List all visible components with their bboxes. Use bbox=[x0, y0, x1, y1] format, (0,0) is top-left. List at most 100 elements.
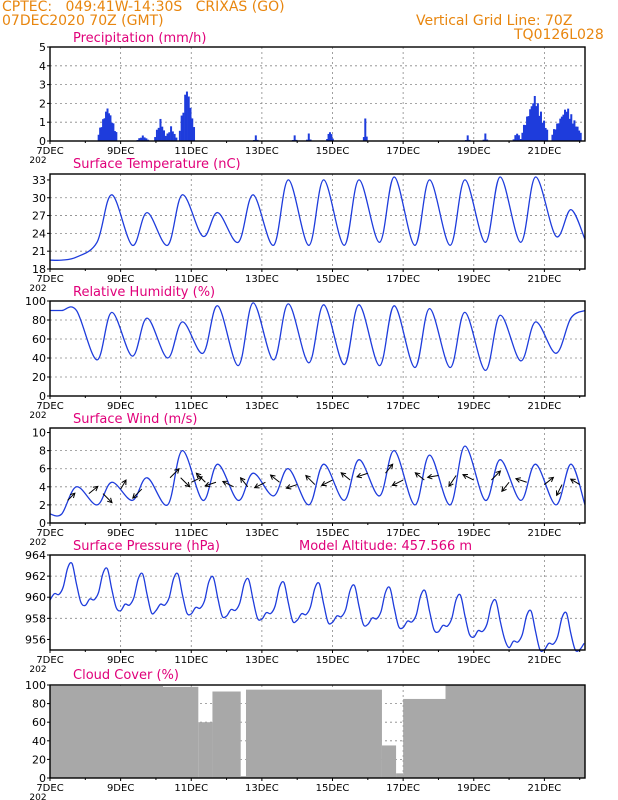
wind-arrow-head bbox=[569, 478, 576, 484]
wind-arrow bbox=[132, 488, 143, 499]
x-tick-label: 21DEC bbox=[528, 783, 562, 794]
y-tick-label: 0 bbox=[39, 135, 46, 148]
plot-frame bbox=[49, 173, 586, 270]
wind-arrow-head bbox=[495, 470, 502, 476]
wind-arrow-head bbox=[448, 481, 454, 488]
precip-bar bbox=[107, 113, 110, 141]
wind-arrow bbox=[415, 472, 425, 481]
y-tick-label: 18 bbox=[32, 263, 46, 276]
precip-bar bbox=[307, 133, 310, 141]
y-tick-label: 20 bbox=[32, 371, 46, 384]
panel-2: 18 21 24 27 30 33 7DEC 9DEC 11DEC 13DEC 15DEC 17DEC… bbox=[29, 157, 586, 294]
wind-arrow-head bbox=[197, 476, 203, 482]
wind-arrow bbox=[427, 475, 439, 478]
precip-bar bbox=[565, 111, 568, 141]
wind-arrow bbox=[570, 478, 580, 485]
wind-arrow-head bbox=[69, 492, 76, 499]
panel-title: Surface Wind (m/s) bbox=[73, 412, 197, 427]
y-tick-label: 60 bbox=[32, 716, 46, 729]
wind-arrow bbox=[88, 486, 99, 494]
precip-bar bbox=[143, 137, 146, 141]
x-tick-label: 15DEC bbox=[316, 655, 350, 666]
cloud-area bbox=[198, 722, 213, 778]
x-tick-label: 9DEC bbox=[107, 274, 134, 285]
precip-bar bbox=[541, 122, 544, 141]
y-tick-label: 40 bbox=[32, 352, 46, 365]
precip-bar bbox=[106, 108, 109, 141]
precip-bar bbox=[178, 130, 181, 141]
x-tick-label: 15DEC bbox=[316, 146, 350, 157]
precip-bar bbox=[109, 115, 112, 141]
cloud-area bbox=[212, 691, 241, 778]
precip-bar bbox=[539, 111, 542, 141]
wind-arrow bbox=[67, 492, 76, 501]
y-tick-label: 1 bbox=[39, 116, 46, 129]
x-tick-label: 13DEC bbox=[245, 783, 279, 794]
y-tick-label: 2 bbox=[39, 97, 46, 110]
wind-arrow-head bbox=[387, 463, 394, 470]
precip-bar bbox=[559, 118, 562, 141]
y-tick-label: 21 bbox=[32, 245, 46, 258]
x-tick-label: 21DEC bbox=[528, 146, 562, 157]
panel-5: 956 958 960 962 964 7DEC 9DEC 11DEC 13DEC 15DEC 17… bbox=[25, 539, 586, 675]
precip-bar bbox=[544, 127, 547, 141]
y-tick-label: 956 bbox=[25, 633, 46, 646]
precip-bar bbox=[530, 106, 533, 141]
precip-bar bbox=[141, 135, 144, 141]
x-tick-label: 11DEC bbox=[174, 655, 208, 666]
precip-bar bbox=[159, 118, 162, 141]
precip-bar bbox=[168, 132, 171, 141]
x-year-label: 202 bbox=[29, 411, 46, 421]
cloud-area bbox=[445, 685, 585, 778]
wind-arrow bbox=[544, 476, 554, 485]
x-tick-label: 15DEC bbox=[316, 401, 350, 412]
precip-bar bbox=[170, 126, 173, 141]
x-tick-label: 7DEC bbox=[36, 655, 63, 666]
panel-4: 0 2 4 6 8 10 7DEC 9DEC 11DEC 13DEC 15DEC 17DEC 19DEC… bbox=[29, 412, 586, 548]
y-tick-label: 10 bbox=[32, 427, 46, 440]
precip-bar bbox=[556, 123, 559, 141]
y-tick-label: 30 bbox=[32, 192, 46, 205]
x-tick-label: 13DEC bbox=[245, 655, 279, 666]
wind-arrow-head bbox=[356, 472, 363, 479]
precip-bar bbox=[486, 139, 489, 141]
precip-bar bbox=[187, 96, 190, 141]
wind-arrow-head bbox=[92, 485, 99, 492]
wind-arrow bbox=[448, 475, 457, 487]
x-tick-label: 9DEC bbox=[107, 146, 134, 157]
wind-arrow bbox=[385, 463, 394, 474]
wind-arrow-head bbox=[132, 493, 138, 499]
precip-bar bbox=[103, 118, 106, 141]
plot-frame bbox=[49, 46, 586, 142]
x-year-label: 202 bbox=[29, 665, 46, 675]
x-tick-label: 7DEC bbox=[36, 401, 63, 412]
precip-bar bbox=[112, 123, 115, 141]
precip-bar bbox=[526, 116, 529, 141]
wind-arrow-head bbox=[269, 474, 276, 480]
wind-arrow bbox=[356, 472, 368, 478]
precip-bar bbox=[567, 108, 570, 141]
panel-note: Model Altitude: 457.566 m bbox=[299, 539, 472, 554]
precip-bar bbox=[538, 115, 541, 141]
series-line bbox=[49, 445, 586, 517]
precip-bar bbox=[331, 138, 334, 141]
precip-bar bbox=[466, 135, 469, 141]
y-tick-label: 20 bbox=[32, 753, 46, 766]
precip-bar bbox=[568, 118, 571, 141]
wind-arrow-head bbox=[555, 490, 562, 497]
precip-bar bbox=[543, 120, 546, 141]
cloud-area bbox=[396, 773, 404, 778]
wind-arrow-head bbox=[107, 497, 113, 504]
precip-bar bbox=[115, 132, 118, 141]
wind-arrow-head bbox=[548, 476, 555, 483]
wind-arrow bbox=[556, 484, 563, 496]
precip-bar bbox=[184, 94, 187, 141]
cloud-area bbox=[245, 689, 382, 778]
wind-arrow-head bbox=[184, 481, 191, 488]
wind-arrow bbox=[169, 468, 180, 479]
panel-title: Precipitation (mm/h) bbox=[73, 31, 206, 46]
x-tick-label: 11DEC bbox=[174, 783, 208, 794]
precip-bar bbox=[524, 125, 527, 141]
x-tick-label: 11DEC bbox=[174, 528, 208, 539]
wind-arrow-head bbox=[305, 474, 311, 481]
